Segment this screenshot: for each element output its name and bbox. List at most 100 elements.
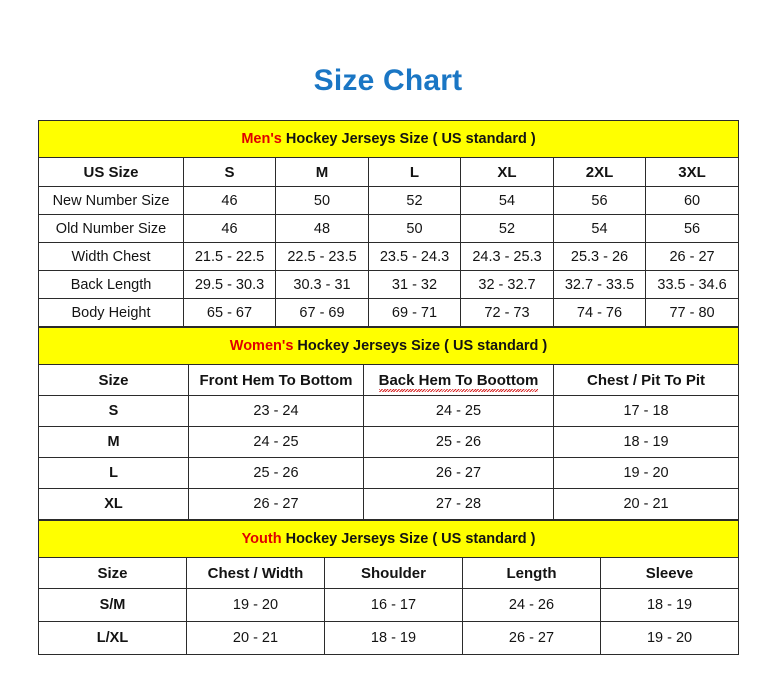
youth-row-0-cell-2: 16 - 17 [324,588,463,622]
youth-header-cell-4: Sleeve [599,557,740,589]
womens-row-2-size: L [38,457,189,489]
mens-header-cell-5: 2XL [553,157,646,187]
womens-size-table: Women's Hockey Jerseys Size ( US standar… [37,327,740,520]
mens-row-2-cell-4: 24.3 - 25.3 [460,242,554,271]
table-row: Body Height 65 - 67 67 - 69 69 - 71 72 -… [38,298,740,327]
mens-row-3-cell-5: 32.7 - 33.5 [553,270,646,299]
youth-row-1-cell-4: 19 - 20 [599,621,740,655]
mens-row-3-cell-6: 33.5 - 34.6 [644,270,740,299]
womens-row-2-cell-3: 19 - 20 [552,457,740,489]
womens-row-1-cell-2: 25 - 26 [363,426,554,458]
mens-row-4-cell-6: 77 - 80 [644,298,740,327]
mens-size-table: Men's Hockey Jerseys Size ( US standard … [37,120,740,327]
youth-row-0-cell-3: 24 - 26 [462,588,601,622]
mens-row-2-cell-6: 26 - 27 [644,242,740,271]
table-row: New Number Size 46 50 52 54 56 60 [38,186,740,215]
womens-row-0-cell-2: 24 - 25 [363,395,554,427]
womens-row-1-cell-1: 24 - 25 [188,426,364,458]
womens-banner-rest: Hockey Jerseys Size ( US standard ) [293,338,548,354]
mens-row-2-label: Width Chest [38,242,184,271]
youth-header-cell-3: Length [462,557,601,589]
womens-row-0-size: S [38,395,189,427]
mens-header-cell-1: S [183,157,276,187]
table-row: S/M 19 - 20 16 - 17 24 - 26 18 - 19 [38,588,740,622]
mens-row-0-cell-5: 56 [553,186,646,215]
mens-row-0-cell-3: 52 [368,186,461,215]
mens-header-row: US Size S M L XL 2XL 3XL [38,157,740,187]
womens-row-2-cell-1: 25 - 26 [188,457,364,489]
youth-row-0-cell-1: 19 - 20 [186,588,325,622]
mens-section-banner: Men's Hockey Jerseys Size ( US standard … [37,120,740,158]
mens-row-0-cell-6: 60 [644,186,740,215]
youth-header-cell-1: Chest / Width [186,557,325,589]
mens-banner-row: Men's Hockey Jerseys Size ( US standard … [37,120,740,158]
womens-banner-highlight: Women's [229,338,294,354]
womens-banner-row: Women's Hockey Jerseys Size ( US standar… [37,327,740,365]
table-row: S 23 - 24 24 - 25 17 - 18 [38,395,740,427]
womens-header-cell-0: Size [38,364,189,396]
womens-header-misspelled-text: Back Hem To Boottom [378,371,539,392]
mens-row-3-cell-1: 29.5 - 30.3 [183,270,276,299]
womens-row-1-size: M [38,426,189,458]
mens-row-4-cell-4: 72 - 73 [460,298,554,327]
womens-row-3-size: XL [38,488,189,520]
mens-row-1-cell-6: 56 [644,214,740,243]
mens-header-cell-0: US Size [38,157,184,187]
womens-row-3-cell-2: 27 - 28 [363,488,554,520]
mens-row-2-cell-5: 25.3 - 26 [553,242,646,271]
table-row: XL 26 - 27 27 - 28 20 - 21 [38,488,740,520]
mens-row-1-cell-5: 54 [553,214,646,243]
mens-row-4-label: Body Height [38,298,184,327]
mens-header-cell-3: L [368,157,461,187]
mens-row-0-cell-1: 46 [183,186,276,215]
youth-row-1-cell-2: 18 - 19 [324,621,463,655]
youth-header-cell-2: Shoulder [324,557,463,589]
mens-row-2-cell-3: 23.5 - 24.3 [368,242,461,271]
womens-row-3-cell-3: 20 - 21 [552,488,740,520]
womens-row-3-cell-1: 26 - 27 [188,488,364,520]
mens-row-1-cell-2: 48 [275,214,369,243]
womens-header-cell-1: Front Hem To Bottom [188,364,364,396]
youth-banner-row: Youth Hockey Jerseys Size ( US standard … [37,520,740,558]
womens-row-0-cell-3: 17 - 18 [552,395,740,427]
womens-row-2-cell-2: 26 - 27 [363,457,554,489]
table-row: Back Length 29.5 - 30.3 30.3 - 31 31 - 3… [38,270,740,299]
mens-row-2-cell-1: 21.5 - 22.5 [183,242,276,271]
youth-row-0-size: S/M [38,588,187,622]
mens-row-1-cell-3: 50 [368,214,461,243]
table-row: Width Chest 21.5 - 22.5 22.5 - 23.5 23.5… [38,242,740,271]
mens-banner-rest: Hockey Jerseys Size ( US standard ) [281,131,536,147]
mens-row-3-cell-4: 32 - 32.7 [460,270,554,299]
youth-row-1-size: L/XL [38,621,187,655]
youth-section-banner: Youth Hockey Jerseys Size ( US standard … [37,520,740,558]
mens-row-3-label: Back Length [38,270,184,299]
youth-row-1-cell-1: 20 - 21 [186,621,325,655]
youth-row-0-cell-4: 18 - 19 [599,588,740,622]
womens-row-0-cell-1: 23 - 24 [188,395,364,427]
mens-banner-highlight: Men's [241,131,282,147]
womens-row-1-cell-3: 18 - 19 [552,426,740,458]
size-tables-container: Men's Hockey Jerseys Size ( US standard … [37,120,740,655]
mens-header-cell-2: M [275,157,369,187]
womens-header-row: Size Front Hem To Bottom Back Hem To Boo… [38,364,740,396]
mens-header-cell-6: 3XL [644,157,740,187]
womens-header-cell-2: Back Hem To Boottom [363,364,554,396]
mens-row-4-cell-2: 67 - 69 [275,298,369,327]
mens-row-3-cell-3: 31 - 32 [368,270,461,299]
table-row: L 25 - 26 26 - 27 19 - 20 [38,457,740,489]
youth-banner-rest: Hockey Jerseys Size ( US standard ) [281,531,536,547]
mens-row-4-cell-5: 74 - 76 [553,298,646,327]
youth-header-cell-0: Size [38,557,187,589]
womens-header-cell-3: Chest / Pit To Pit [552,364,740,396]
youth-row-1-cell-3: 26 - 27 [462,621,601,655]
mens-row-0-cell-2: 50 [275,186,369,215]
mens-row-0-cell-4: 54 [460,186,554,215]
mens-row-4-cell-1: 65 - 67 [183,298,276,327]
mens-row-0-label: New Number Size [38,186,184,215]
mens-row-1-cell-4: 52 [460,214,554,243]
table-row: L/XL 20 - 21 18 - 19 26 - 27 19 - 20 [38,621,740,655]
mens-row-4-cell-3: 69 - 71 [368,298,461,327]
womens-section-banner: Women's Hockey Jerseys Size ( US standar… [37,327,740,365]
youth-header-row: Size Chest / Width Shoulder Length Sleev… [38,557,740,589]
table-row: M 24 - 25 25 - 26 18 - 19 [38,426,740,458]
